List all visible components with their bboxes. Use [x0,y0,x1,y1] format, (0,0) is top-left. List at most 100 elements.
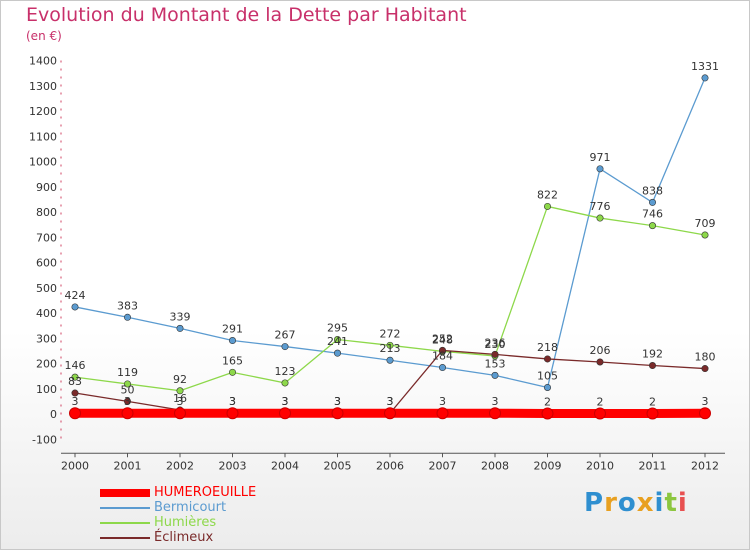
logo-letter: x [636,488,655,518]
data-point [71,373,79,381]
data-point [333,336,341,344]
data-point [176,387,184,395]
y-tick-label: 1000 [29,156,57,169]
x-tick-label: 2007 [429,459,457,472]
data-point [71,303,79,311]
data-point [384,407,396,420]
data-label: 838 [642,184,663,197]
data-label: 3 [387,395,394,408]
data-point [281,379,289,387]
data-label: 146 [65,359,86,372]
data-label: 123 [275,365,296,378]
data-label: 776 [590,200,611,213]
data-label: 822 [537,188,558,201]
data-point [648,222,656,230]
legend-swatch [100,521,150,524]
data-label: 971 [590,151,611,164]
chart-title: Evolution du Montant de la Dette par Hab… [26,4,467,26]
data-point [541,407,554,420]
data-label: 709 [695,217,716,230]
x-tick-label: 2000 [61,459,89,472]
data-point [121,407,134,420]
legend-swatch [100,488,150,497]
data-label: 2 [597,395,604,408]
data-label: 3 [282,395,289,408]
data-point [438,364,446,372]
data-label: 105 [537,369,558,382]
x-tick-label: 2003 [219,459,247,472]
data-point [648,362,656,370]
data-label: 230 [485,338,506,351]
data-point [543,383,551,391]
legend-item: HUMEROEUILLE [100,485,256,500]
data-label: 2 [544,395,551,408]
data-point [229,368,237,376]
logo-letter: r [604,488,618,518]
data-point [701,74,709,82]
y-tick-label: 500 [36,282,57,295]
data-point [386,341,394,349]
data-label: 291 [222,323,243,336]
x-tick-label: 2011 [639,459,667,472]
data-label: 3 [229,395,236,408]
data-label: 248 [432,333,453,346]
data-point [124,380,132,388]
legend-item: Humières [100,515,256,530]
data-point [543,355,551,363]
data-label: 3 [229,395,236,408]
y-tick-label: 100 [36,383,57,396]
data-label: 295 [327,322,348,335]
data-label: 119 [117,366,138,379]
x-tick-label: 2009 [534,459,562,472]
data-label: 3 [387,395,394,408]
data-point [226,407,239,420]
data-label: 92 [173,373,187,386]
y-tick-label: 1100 [29,130,57,143]
y-tick-label: -100 [32,433,57,446]
data-label: 3 [282,395,289,408]
y-tick-label: 1400 [29,55,57,68]
data-label: 267 [275,329,296,342]
data-label: 3 [334,395,341,408]
data-point [176,324,184,332]
y-tick-label: 200 [36,358,57,371]
data-point [331,407,344,420]
data-point [491,371,499,379]
y-tick-label: 600 [36,257,57,270]
legend-label: HUMEROEUILLE [154,485,257,500]
data-label: 3 [492,395,499,408]
x-tick-label: 2002 [166,459,194,472]
data-point [279,407,291,420]
x-tick-label: 2010 [586,459,614,472]
legend-swatch [100,536,150,539]
data-point [491,350,499,358]
x-tick-label: 2008 [481,459,509,472]
data-label: 165 [222,354,243,367]
data-point [596,165,604,173]
data-point [436,407,449,420]
data-label: 272 [380,327,401,340]
axes: -100 0 100 200 300 400 500 600 700 800 900 1000 1100… [29,55,725,472]
data-point [124,397,132,405]
y-tick-label: 700 [36,231,57,244]
y-tick-label: 0 [50,408,57,421]
series-line-bermicourt [74,77,706,389]
data-label: 241 [327,335,348,348]
data-label: 153 [485,357,506,370]
legend-item: Éclimeux [100,530,256,545]
data-point [229,337,237,345]
data-label: 383 [117,299,138,312]
logo-letter: t [664,488,678,518]
data-label: 236 [485,336,506,349]
legend-swatch [100,506,150,509]
chart-subtitle: (en €) [26,29,62,43]
data-point [71,389,79,397]
data-label: 16 [173,392,187,405]
logo-letter: i [654,488,665,518]
data-label: 180 [695,351,716,364]
data-label: 252 [432,332,453,345]
proxiti-logo: Proxiti [584,488,688,518]
x-tick-label: 2006 [376,459,404,472]
data-label: 3 [334,395,341,408]
